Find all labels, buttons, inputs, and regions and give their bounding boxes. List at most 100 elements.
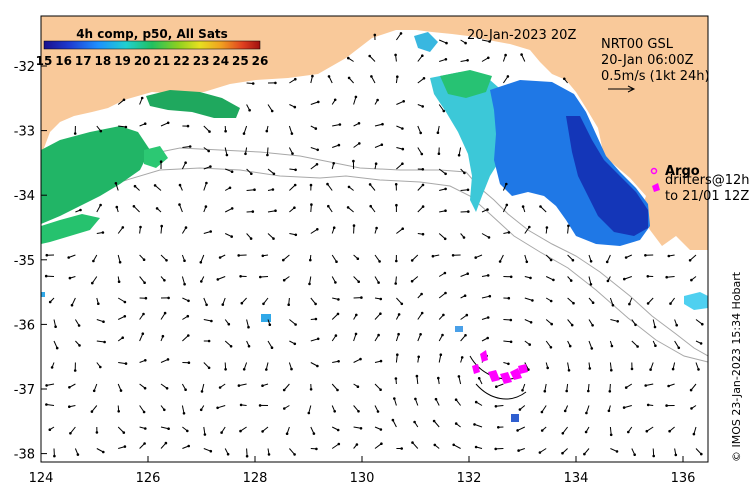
current-arrow-head [334, 334, 338, 337]
current-arrow [524, 226, 530, 234]
current-arrow-head [506, 75, 510, 78]
sst-patch-north-cyan [414, 32, 438, 52]
current-arrow [238, 383, 247, 387]
current-arrow-head [293, 183, 297, 187]
current-arrow [631, 340, 638, 347]
current-arrow-head [314, 302, 317, 306]
current-arrow-head [420, 311, 424, 315]
current-arrow-head [165, 259, 168, 262]
current-arrow-head [207, 149, 210, 153]
current-arrow [224, 340, 232, 347]
current-arrow-head [394, 183, 398, 186]
current-arrow-head [45, 253, 49, 257]
current-arrow-head [316, 228, 319, 231]
legend-valid-time: 20-Jan 06:00Z [601, 53, 694, 68]
current-arrow-head [668, 429, 671, 433]
current-arrow-head [144, 359, 147, 362]
current-arrow [246, 319, 249, 328]
current-arrow-head [380, 143, 384, 146]
current-arrow-head [528, 343, 532, 346]
current-arrow [481, 233, 490, 238]
current-arrow [567, 362, 570, 371]
current-arrow-head [45, 384, 48, 387]
current-arrow-head [439, 353, 443, 357]
current-arrow-head [401, 147, 405, 151]
x-tick-label: 132 [457, 471, 482, 486]
current-arrow [438, 233, 446, 240]
current-arrow-head [572, 301, 575, 305]
current-arrow-head [373, 33, 377, 37]
argo-label: Argo [665, 164, 700, 179]
current-arrow-head [377, 333, 380, 337]
scale-arrow-icon [608, 85, 636, 93]
current-arrow [562, 426, 568, 434]
current-arrow-head [143, 386, 147, 390]
current-arrow-head [143, 122, 147, 125]
current-arrow-head [210, 319, 213, 323]
current-arrow-head [208, 130, 211, 133]
current-arrow [139, 276, 145, 284]
current-arrow-head [422, 77, 426, 80]
current-arrow-head [274, 81, 277, 85]
current-arrow-head [665, 404, 668, 407]
sst-patch-west-1 [41, 126, 150, 224]
current-arrow-head [590, 347, 594, 350]
current-arrow-head [540, 410, 544, 414]
sst-patch-east-green [440, 70, 492, 98]
current-arrow-head [242, 132, 246, 135]
colorbar-tick-label: 24 [212, 54, 229, 68]
current-arrow [331, 313, 339, 320]
y-tick-label: -35 [14, 254, 35, 269]
current-arrow-head [360, 296, 363, 299]
current-arrow-head [335, 260, 338, 264]
current-arrow-head [91, 281, 94, 285]
current-arrow-head [338, 123, 342, 126]
current-arrow [289, 319, 296, 325]
current-arrow-head [379, 428, 383, 431]
current-arrow-head [644, 384, 648, 387]
current-arrow [396, 100, 404, 105]
current-arrow-head [312, 432, 316, 435]
current-arrow-head [123, 300, 127, 304]
current-arrow-head [352, 224, 356, 227]
current-arrow [545, 276, 554, 281]
current-arrow-head [379, 359, 383, 363]
credit-text: © IMOS 23-Jan-2023 15:34 Hobart [730, 271, 743, 462]
current-arrow-head [393, 397, 396, 400]
current-arrow-head [667, 254, 671, 258]
current-arrow-head [183, 282, 186, 286]
current-arrow-head [139, 225, 142, 229]
current-arrow-head [413, 420, 416, 424]
current-arrow [689, 254, 697, 261]
current-arrow-head [347, 76, 351, 80]
current-arrow-head [251, 82, 255, 85]
current-arrow-head [421, 232, 425, 236]
current-arrow-head [270, 346, 274, 350]
current-arrow [160, 122, 169, 127]
current-arrow-head [568, 344, 572, 348]
x-tick-label: 130 [350, 471, 375, 486]
current-arrow [139, 333, 144, 342]
current-arrow-head [117, 410, 120, 413]
current-arrow [217, 405, 226, 409]
current-arrow [246, 189, 255, 191]
current-arrow-head [45, 403, 48, 406]
current-arrow-head [463, 294, 467, 298]
current-arrow-head [646, 275, 650, 278]
current-arrow-head [442, 313, 445, 317]
current-arrow-head [316, 148, 320, 152]
current-arrow-head [520, 53, 523, 56]
current-arrow [182, 146, 191, 148]
current-arrow-head [518, 408, 522, 411]
current-arrow-head [464, 41, 467, 45]
current-scale-legend: NRT00 GSL 20-Jan 06:00Z 0.5m/s (1kt 24h) [601, 37, 710, 93]
drifter-positions [472, 350, 528, 384]
current-arrow-head [167, 427, 170, 431]
current-arrow-head [115, 205, 119, 209]
current-arrow [374, 383, 381, 391]
current-arrow-head [421, 168, 425, 171]
current-arrow [396, 228, 404, 234]
current-arrow-head [394, 282, 398, 285]
argo-marker-icon [650, 167, 658, 175]
current-arrow [666, 276, 675, 278]
